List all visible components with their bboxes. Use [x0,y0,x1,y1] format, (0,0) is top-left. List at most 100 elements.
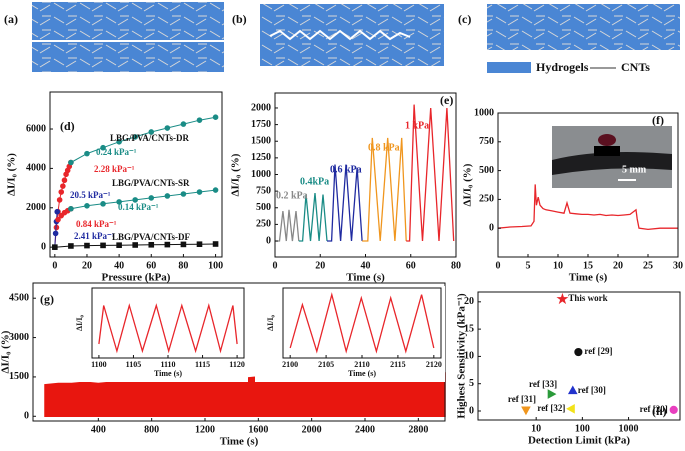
axes-frame [49,91,223,258]
x-tick-label: 40 [114,260,124,271]
x-tick-label: 2105 [318,360,334,369]
y-tick-label: 1250 [251,152,271,163]
marker [68,205,74,212]
marker [574,347,583,357]
axes-frame [274,92,457,258]
panel-label: (b) [232,12,247,26]
line [406,104,455,242]
panel-label: (c) [458,12,471,26]
annotation: 0.14 kPa⁻¹ [118,202,159,212]
y-axis-label: ΔI/I₀ (%) [0,330,12,373]
marker [180,241,187,248]
annotation: LBG/PVA/CNTs-SR [112,178,190,188]
photo-object [598,134,616,146]
panel-label: (g) [40,292,54,306]
marker [669,405,678,415]
marker [148,241,155,248]
y-tick-label: 20 [464,296,474,307]
y-tick-label: 4500 [9,293,29,304]
photo-sensor [552,152,672,175]
legend-label: Hydrogels [536,60,589,74]
marker [54,208,61,215]
x-tick-label: 10 [553,260,563,271]
x-tick-label: 60 [146,260,156,271]
marker [196,189,203,195]
panel-label: (e) [440,93,453,107]
x-axis-label: Time (s) [346,272,385,284]
marker [116,199,122,205]
line [298,193,328,242]
y-tick-label: 1750 [251,119,271,130]
x-tick-label: 1200 [195,424,215,435]
marker [521,406,531,416]
marker [116,242,122,248]
y-tick-label: 3000 [9,332,29,343]
y-tick-label: 2000 [251,102,271,113]
marker [55,216,61,223]
y-tick-label: 15 [464,323,474,334]
marker [566,404,575,414]
panel: 2100 2105 2110 2115 2120 Time (s) ΔI/I₀ [255,286,445,382]
y-tick-label: 1500 [9,371,29,382]
line [70,189,216,210]
x-tick-label: 25 [643,260,653,271]
point-label: ref [30] [578,385,606,395]
marker [100,242,106,249]
x-tick-label: 15 [583,260,593,271]
panel-label: (f) [652,113,664,127]
marker [212,241,219,247]
annotation: 0.6 kPa [330,164,362,175]
legend-swatch [487,62,531,73]
line [275,209,300,242]
point-label: ref [31] [508,394,536,404]
x-tick-label: 40 [361,260,371,271]
marker [196,241,203,248]
y-axis-label: ΔI/I₀ (%) [6,153,18,196]
marker [84,150,90,157]
panel-label: (d) [60,119,75,133]
marker [212,114,219,121]
x-tick-label: 2120 [426,360,442,369]
annotation: LBG/PVA/CNTs-DF [112,232,191,242]
x-tick-label: 1110 [160,360,175,369]
x-tick-label: 0 [52,260,57,271]
y-axis-label: ΔI/I₀ [75,314,84,330]
y-tick-label: 1000 [474,107,494,118]
x-tick-label: 60 [406,260,416,271]
x-tick-label: 2800 [408,424,428,435]
marker [132,134,138,140]
annotation: 20.5 kPa⁻¹ [70,190,111,200]
line [327,164,363,242]
annotation: 0.4kPa [300,176,329,187]
y-tick-label: 10 [464,351,474,362]
marker [164,125,171,131]
marker [100,201,106,207]
marker [56,197,63,203]
y-tick-label: 250 [256,219,271,230]
marker [180,191,187,197]
y-axis-label: ΔI/I₀ (%) [230,153,242,196]
marker [68,159,74,166]
point-label: ref [32] [537,403,565,413]
x-tick-label: 20 [613,260,623,271]
annotation: 0.8 kPa [368,142,400,153]
y-axis-label: Highest Sensitivity (kPa⁻¹) [456,293,468,419]
x-tick-label: 1120 [229,360,245,369]
y-tick-label: 1500 [251,136,271,147]
y-axis-label: ΔI/I₀ [266,314,275,330]
annotation: 0.84 kPa⁻¹ [76,219,117,229]
x-tick-label: 1105 [126,360,142,369]
x-tick-label: 2110 [354,360,370,369]
y-tick-label: 0 [469,405,474,416]
annotation: 0.24 kPa⁻¹ [96,147,137,157]
cnt-layer [487,4,680,50]
marker [84,242,90,249]
marker [68,243,74,249]
point-label: ref [33] [529,379,557,389]
panel: 0 20 40 60 80 0 250 500 750 1000 1250 1500 1750 2000 T… [230,92,461,284]
point-label: ref [20] [640,404,668,414]
marker [180,121,187,127]
x-tick-label: 100 [208,260,223,271]
point-label: ref [29] [584,346,612,356]
marker [52,244,58,250]
